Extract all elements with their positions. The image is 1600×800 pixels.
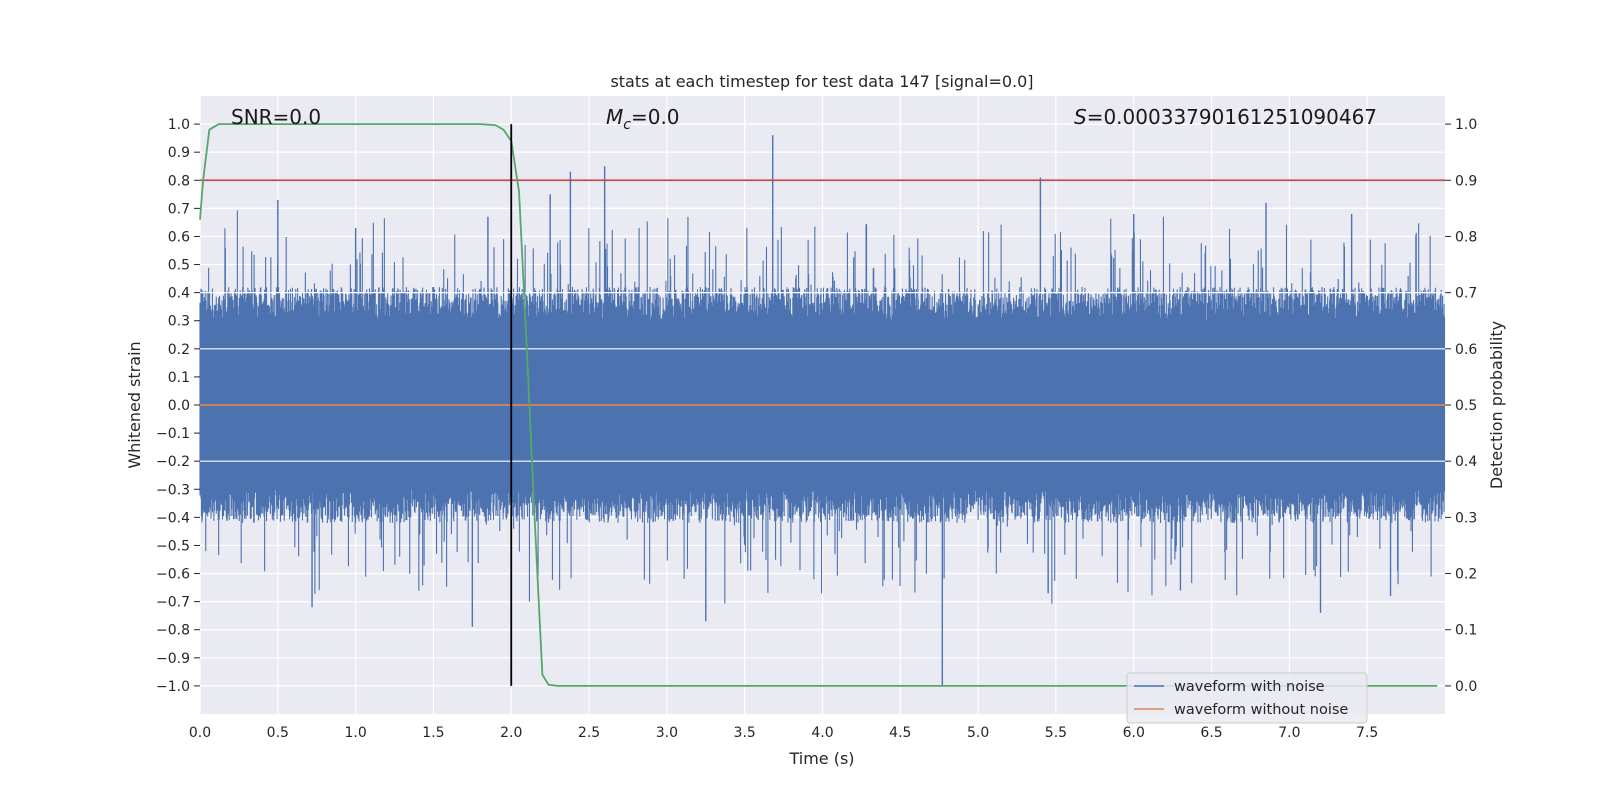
noise-peaks <box>277 135 1392 686</box>
y2-axis-label: Detection probability <box>1487 321 1506 489</box>
x-tick-label: 5.0 <box>967 725 989 741</box>
x-axis-label: Time (s) <box>788 749 854 768</box>
s-value: =0.0003379016125109046​7 <box>1087 105 1377 129</box>
y-tick-label: −1.0 <box>156 679 190 695</box>
y2-tick-label: 0.3 <box>1455 510 1477 526</box>
y2-tick-label: 0.5 <box>1455 398 1477 414</box>
y-tick-label: 0.1 <box>168 370 190 386</box>
y2-tick-label: 0.8 <box>1455 229 1477 245</box>
y2-tick-label: 0.4 <box>1455 454 1477 470</box>
x-tick-label: 0.0 <box>189 725 211 741</box>
x-tick-label: 7.5 <box>1356 725 1378 741</box>
x-tick-label: 3.0 <box>656 725 678 741</box>
y-tick-label: −0.1 <box>156 426 190 442</box>
y-tick-label: −0.9 <box>156 651 190 667</box>
y2-tick-label: 0.7 <box>1455 286 1477 302</box>
x-tick-label: 5.5 <box>1045 725 1067 741</box>
legend-label-noise: waveform with noise <box>1174 679 1325 695</box>
waveform-with-noise-series <box>199 135 1446 686</box>
x-tick-label: 6.5 <box>1200 725 1222 741</box>
x-tick-label: 6.0 <box>1123 725 1145 741</box>
y-tick-label: −0.5 <box>156 538 190 554</box>
legend-box <box>1126 672 1368 724</box>
legend-label-clean: waveform without noise <box>1174 702 1348 718</box>
x-tick-label: 1.5 <box>422 725 444 741</box>
y-tick-label: 0.3 <box>168 314 190 330</box>
y2-tick-label: 0.1 <box>1455 623 1477 639</box>
detection-probability-line <box>199 123 1438 687</box>
x-tick-label: 1.0 <box>344 725 366 741</box>
chart-title: stats at each timestep for test data 147… <box>610 72 1033 91</box>
y2-tick-label: 0.9 <box>1455 173 1477 189</box>
y-tick-label: −0.4 <box>156 510 190 526</box>
x-tick-label: 7.0 <box>1278 725 1300 741</box>
y-tick-label: 0.6 <box>168 229 190 245</box>
y2-tick-label: 0.6 <box>1455 342 1477 358</box>
s-annotation: S=0.0003379016125109046​7 <box>1074 105 1377 129</box>
y-tick-label: 0.4 <box>168 286 190 302</box>
legend: waveform with noise waveform without noi… <box>1126 672 1368 724</box>
y-tick-label: 0.0 <box>168 398 190 414</box>
y-tick-label: −0.6 <box>156 567 190 583</box>
line-layer <box>199 123 1445 687</box>
y-tick-label: 0.5 <box>168 258 190 274</box>
snr-annotation: SNR=0.0 <box>231 105 321 129</box>
x-tick-layer: 0.0 0.5 1.0 1.5 2.0 2.5 3.0 3.5 4.0 4.5 5.0 5.5 6.0 6… <box>189 725 1378 741</box>
y-axis-label: Whitened strain <box>125 341 144 468</box>
y-tick-label: −0.3 <box>156 482 190 498</box>
y-tick-label: 0.8 <box>168 173 190 189</box>
y-tick-layer: −1.0 −0.9 −0.8 −0.7 −0.6 −0.5 −0.4 −0.3 −0.2 −0.1… <box>156 117 200 695</box>
y-tick-label: −0.8 <box>156 623 190 639</box>
x-tick-label: 4.5 <box>889 725 911 741</box>
y2-tick-label: 0.2 <box>1455 567 1477 583</box>
x-tick-label: 4.0 <box>811 725 833 741</box>
x-tick-label: 2.0 <box>500 725 522 741</box>
y-tick-label: 0.7 <box>168 201 190 217</box>
x-tick-label: 3.5 <box>734 725 756 741</box>
y-tick-label: 0.9 <box>168 145 190 161</box>
mc-annotation: Mc=0.0 <box>606 105 680 133</box>
s-symbol: S <box>1074 105 1087 129</box>
y-tick-label: −0.7 <box>156 595 190 611</box>
y2-tick-layer: 0.0 0.1 0.2 0.3 0.4 0.5 0.6 0.7 0.8 0.9 1.0 <box>1445 117 1477 695</box>
mc-symbol: M <box>606 105 623 129</box>
y-tick-label: 1.0 <box>168 117 190 133</box>
y2-tick-label: 0.0 <box>1455 679 1477 695</box>
y-tick-label: −0.2 <box>156 454 190 470</box>
mc-value: =0.0 <box>631 105 680 129</box>
mc-subscript: c <box>623 117 631 133</box>
y-tick-label: 0.2 <box>168 342 190 358</box>
x-tick-label: 2.5 <box>578 725 600 741</box>
x-tick-label: 0.5 <box>267 725 289 741</box>
y2-tick-label: 1.0 <box>1455 117 1477 133</box>
